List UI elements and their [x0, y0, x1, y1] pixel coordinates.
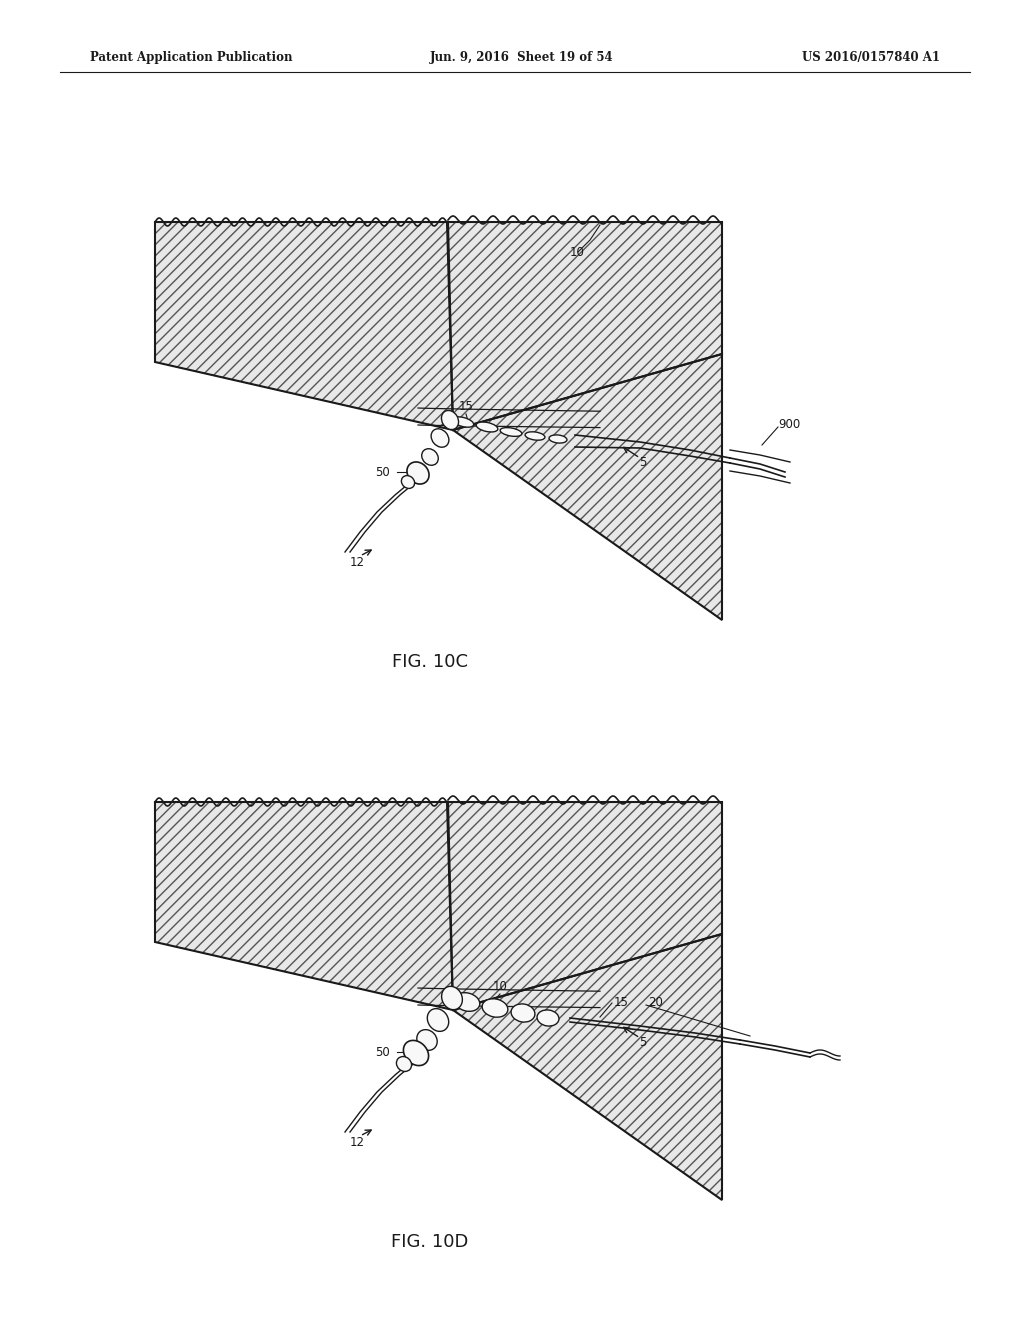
Ellipse shape [500, 428, 522, 437]
Text: 5: 5 [639, 1035, 647, 1048]
Ellipse shape [422, 449, 438, 465]
Ellipse shape [396, 1056, 412, 1072]
Ellipse shape [407, 462, 429, 484]
Text: 10: 10 [570, 246, 585, 259]
Text: 20: 20 [648, 997, 663, 1010]
Text: 12: 12 [349, 1135, 365, 1148]
Text: Jun. 9, 2016  Sheet 19 of 54: Jun. 9, 2016 Sheet 19 of 54 [430, 51, 613, 65]
Ellipse shape [441, 411, 459, 429]
Ellipse shape [431, 429, 449, 447]
Text: FIG. 10C: FIG. 10C [392, 653, 468, 671]
Polygon shape [449, 222, 722, 430]
Text: 10: 10 [493, 981, 508, 994]
Ellipse shape [549, 434, 567, 444]
Ellipse shape [441, 986, 463, 1010]
Ellipse shape [482, 999, 508, 1018]
Text: 15: 15 [459, 400, 473, 413]
Ellipse shape [511, 1005, 535, 1022]
Polygon shape [453, 354, 722, 620]
Ellipse shape [417, 1030, 437, 1051]
Text: 50: 50 [375, 466, 390, 479]
Ellipse shape [403, 1040, 429, 1065]
Polygon shape [155, 222, 453, 430]
Text: Patent Application Publication: Patent Application Publication [90, 51, 293, 65]
Text: 12: 12 [349, 556, 365, 569]
Ellipse shape [525, 432, 545, 440]
Ellipse shape [537, 1010, 559, 1026]
Polygon shape [449, 803, 722, 1010]
Ellipse shape [476, 422, 498, 432]
Text: 50: 50 [375, 1045, 390, 1059]
Polygon shape [453, 935, 722, 1200]
Polygon shape [155, 803, 453, 1010]
Ellipse shape [453, 417, 474, 428]
Text: 15: 15 [614, 997, 629, 1010]
Text: 5: 5 [639, 455, 647, 469]
Text: FIG. 10D: FIG. 10D [391, 1233, 469, 1251]
Text: US 2016/0157840 A1: US 2016/0157840 A1 [802, 51, 940, 65]
Ellipse shape [455, 993, 480, 1011]
Text: 900: 900 [778, 418, 800, 432]
Ellipse shape [427, 1008, 449, 1031]
Ellipse shape [401, 475, 415, 488]
